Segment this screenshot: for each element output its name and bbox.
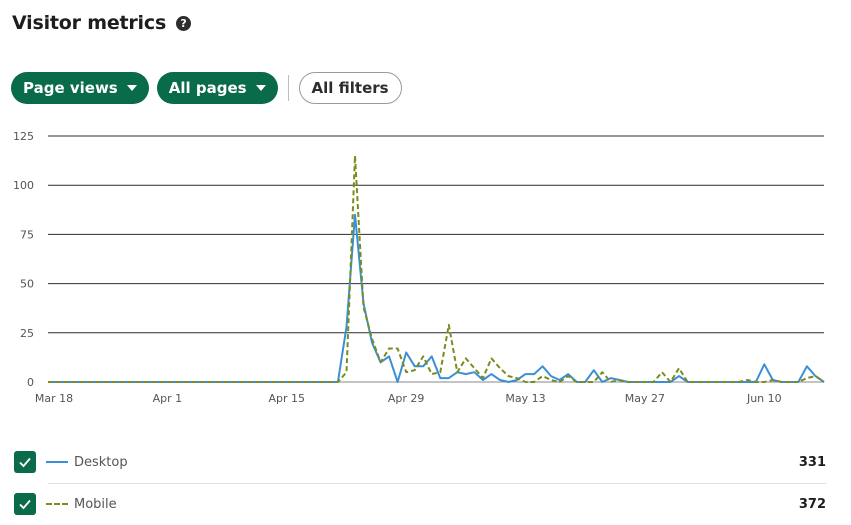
all-pages-dropdown[interactable]: All pages	[156, 72, 278, 104]
desktop-checkbox[interactable]	[14, 451, 36, 473]
legend-row-mobile: Mobile 372	[14, 491, 826, 517]
x-tick-label: May 27	[625, 392, 665, 405]
y-tick-label: 50	[20, 278, 34, 291]
page-views-dropdown[interactable]: Page views	[11, 72, 149, 104]
x-tick-label: Jun 10	[746, 392, 782, 405]
filter-divider	[287, 75, 289, 101]
all-pages-label: All pages	[168, 79, 247, 97]
x-tick-label: Mar 18	[35, 392, 73, 405]
x-tick-label: May 13	[505, 392, 545, 405]
mobile-line-swatch	[46, 503, 68, 505]
mobile-checkbox[interactable]	[14, 493, 36, 515]
y-tick-label: 25	[20, 327, 34, 340]
page-views-label: Page views	[23, 79, 118, 97]
all-filters-button[interactable]: All filters	[298, 72, 402, 104]
desktop-line-swatch	[46, 461, 68, 463]
legend-row-desktop: Desktop 331	[14, 449, 826, 475]
checkmark-icon	[19, 499, 31, 510]
caret-down-icon	[255, 85, 266, 91]
x-tick-label: Apr 15	[269, 392, 306, 405]
checkmark-icon	[19, 457, 31, 468]
y-tick-label: 0	[27, 376, 34, 389]
y-tick-label: 125	[13, 130, 34, 143]
filter-bar: Page views All pages All filters	[11, 72, 402, 104]
mobile-label: Mobile	[74, 496, 117, 512]
desktop-label: Desktop	[74, 454, 128, 470]
desktop-total: 331	[798, 454, 826, 470]
legend-divider	[48, 483, 826, 484]
visitor-metrics-chart: 0 25 50 75 100 125 Mar 18 Apr 1 Apr 15 Apr 29 May …	[13, 130, 825, 405]
question-circle-icon[interactable]: ?	[176, 15, 192, 31]
y-tick-label: 75	[20, 228, 34, 241]
mobile-series-line	[48, 154, 825, 383]
header: Visitor metrics ?	[12, 12, 192, 34]
mobile-total: 372	[798, 496, 826, 512]
page-title: Visitor metrics	[12, 12, 167, 34]
x-tick-label: Apr 29	[388, 392, 425, 405]
desktop-series-line	[48, 213, 825, 383]
x-tick-label: Apr 1	[153, 392, 183, 405]
all-filters-label: All filters	[311, 79, 389, 97]
caret-down-icon	[126, 85, 137, 91]
y-tick-label: 100	[13, 179, 34, 192]
